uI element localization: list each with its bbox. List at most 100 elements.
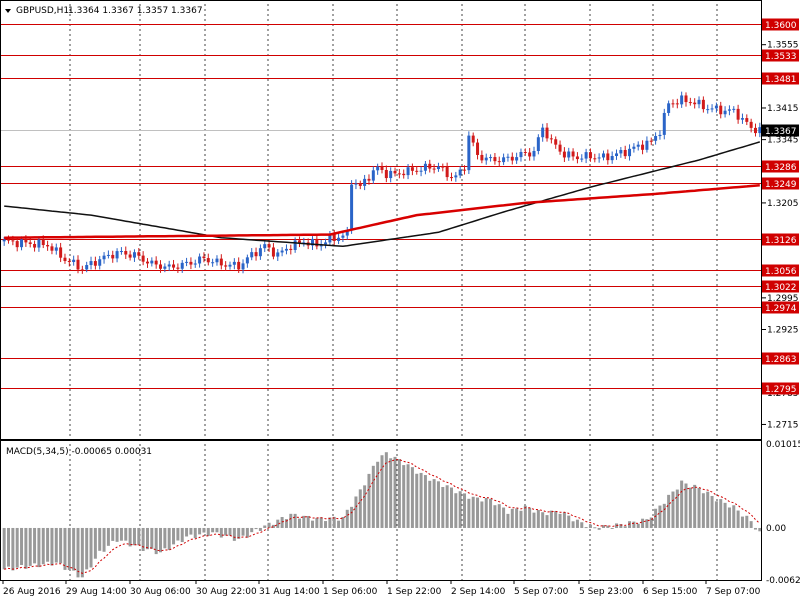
macd-histogram-bar: [7, 527, 11, 567]
macd-histogram-bar: [480, 501, 484, 528]
candle-body: [7, 239, 11, 241]
level-tag: [762, 301, 799, 314]
macd-histogram-bar: [263, 525, 267, 528]
level-tag: [762, 280, 799, 293]
macd-histogram-bar: [558, 513, 562, 528]
macd-histogram-bar: [723, 502, 727, 528]
candle-body: [211, 262, 215, 264]
candle-body: [714, 105, 718, 109]
collapse-arrow-icon[interactable]: [5, 9, 11, 13]
macd-histogram-bar: [528, 507, 532, 528]
candle-body: [311, 238, 315, 246]
macd-histogram-bar: [115, 527, 119, 542]
macd-histogram-bar: [219, 527, 223, 538]
macd-histogram-bar: [740, 516, 744, 528]
macd-histogram-bar: [671, 491, 675, 528]
macd-histogram-bar: [601, 525, 605, 528]
candle-body: [519, 151, 523, 158]
candle-body: [554, 139, 558, 145]
candle-body: [493, 157, 497, 162]
level-tag-label: 1.2974: [765, 304, 797, 314]
macd-histogram-bar: [119, 527, 123, 541]
candle-body: [89, 261, 93, 266]
candle-body: [393, 170, 397, 174]
candle-body: [254, 252, 258, 257]
macd-histogram-bar: [241, 527, 245, 536]
macd-histogram-bar: [471, 496, 475, 528]
candle-body: [141, 255, 145, 262]
candle-body: [645, 140, 649, 150]
candle-body: [506, 156, 510, 158]
macd-histogram-bar: [701, 493, 705, 528]
candle-body: [185, 261, 189, 263]
macd-histogram-bar: [745, 515, 749, 528]
macd-histogram-bar: [519, 510, 523, 528]
macd-histogram-bar: [567, 515, 571, 528]
level-tag: [762, 72, 799, 85]
macd-histogram-bar: [562, 512, 566, 528]
candle-body: [558, 144, 562, 152]
candle-body: [463, 169, 467, 171]
macd-histogram-bar: [293, 513, 297, 528]
candle-body: [367, 178, 371, 181]
slow-moving-average-line: [4, 141, 761, 248]
candle-body: [510, 156, 514, 161]
candle-body: [332, 234, 336, 241]
candle-body: [571, 151, 575, 157]
macd-histogram-bar: [658, 505, 662, 528]
macd-histogram-bar: [215, 527, 219, 533]
macd-histogram-bar: [523, 505, 527, 528]
candle-body: [159, 264, 163, 269]
macd-histogram-bar: [588, 524, 592, 528]
macd-histogram-bar: [623, 526, 627, 528]
candle-body: [341, 235, 345, 238]
candle-body: [397, 173, 401, 175]
candle-body: [541, 127, 545, 138]
candle-body: [532, 151, 536, 157]
macd-histogram-bar: [345, 509, 349, 528]
macd-histogram-bar: [467, 498, 471, 528]
candle-body: [680, 95, 684, 105]
candle-body: [46, 245, 50, 247]
macd-histogram-bar: [736, 510, 740, 528]
candle-body: [623, 149, 627, 157]
macd-histogram-bar: [76, 527, 80, 578]
candle-body: [228, 264, 232, 267]
macd-histogram-bar: [719, 499, 723, 528]
level-tag: [762, 177, 799, 190]
candle-body: [684, 95, 688, 103]
candle-body: [701, 99, 705, 110]
candle-body: [189, 261, 193, 265]
macd-histogram-bar: [662, 503, 666, 528]
macd-histogram-bar: [545, 515, 549, 528]
macd-histogram-bar: [28, 527, 32, 566]
candle-body: [224, 265, 228, 267]
macd-histogram-bar: [476, 497, 480, 528]
macd-histogram-bar: [632, 521, 636, 528]
price-tick-label: 1.3205: [767, 199, 799, 209]
macd-histogram-bar: [324, 521, 328, 528]
macd-histogram-bar: [202, 527, 206, 533]
candle-body: [727, 109, 731, 111]
symbol-label: GBPUSD,H1: [16, 6, 69, 16]
chart-frame: [0, 0, 762, 581]
time-grid: [69, 4, 718, 580]
macd-histogram-bar: [176, 527, 180, 541]
level-tag: [762, 352, 799, 365]
candle-body: [328, 234, 332, 243]
macd-histogram-bar: [675, 489, 679, 528]
macd-histogram-bar: [402, 465, 406, 528]
macd-histogram-bar: [72, 527, 76, 571]
candle-body: [202, 256, 206, 259]
macd-histogram-bar: [193, 527, 197, 539]
time-axis: 26 Aug 2016 29 Aug 14:00 30 Aug 06:00 30 Au…: [2, 580, 761, 597]
candle-body: [37, 239, 41, 248]
macd-histogram-bar: [506, 513, 510, 528]
macd-signal-line: [4, 459, 761, 574]
macd-histogram-bar: [515, 508, 519, 528]
candle-body: [163, 266, 167, 269]
macd-histogram-bar: [350, 506, 354, 528]
macd-histogram-bar: [167, 527, 171, 550]
candle-body: [180, 262, 184, 269]
